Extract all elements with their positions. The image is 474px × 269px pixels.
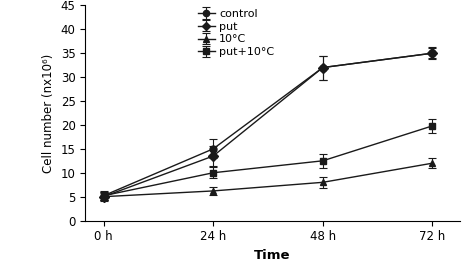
X-axis label: Time: Time — [254, 249, 291, 262]
Legend: control, put, 10°C, put+10°C: control, put, 10°C, put+10°C — [196, 7, 276, 59]
Y-axis label: Cell number (nx10⁶): Cell number (nx10⁶) — [42, 53, 55, 173]
